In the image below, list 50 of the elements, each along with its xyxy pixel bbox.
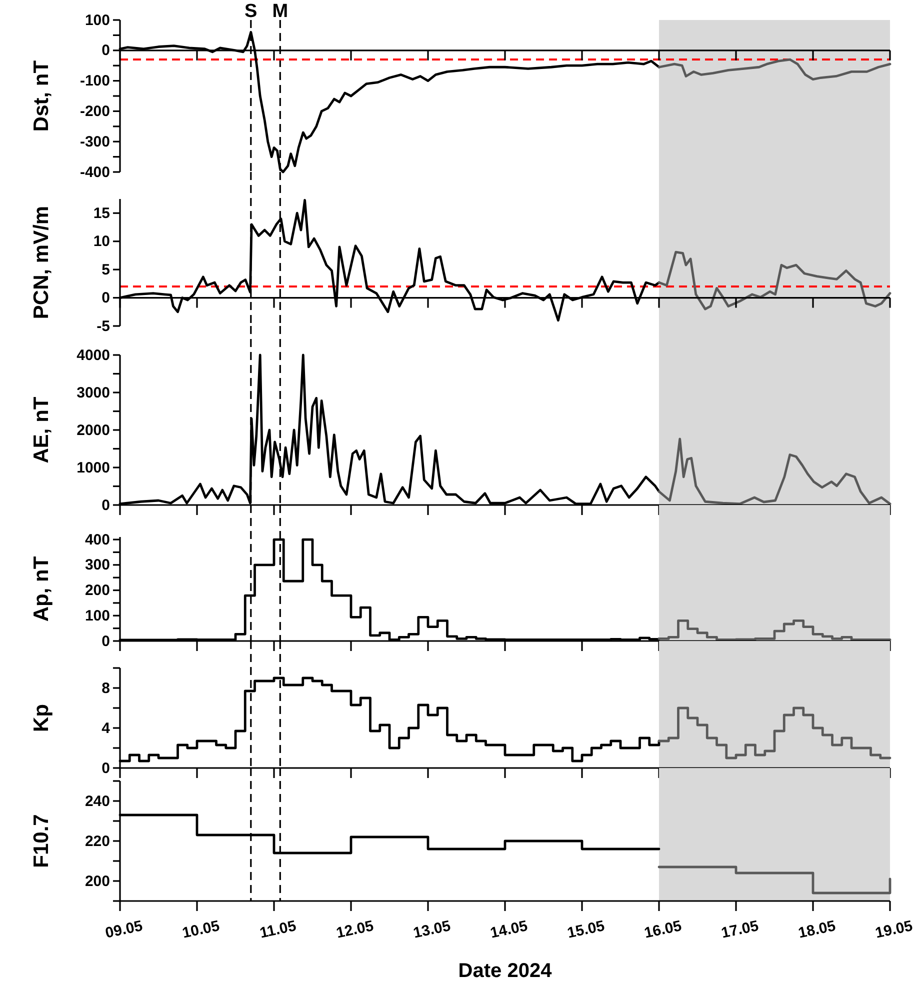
line-series — [658, 58, 892, 80]
y-axis-title: F10.7 — [30, 814, 53, 868]
x-tick-label: 19.05 — [874, 918, 914, 942]
y-tick-label: 0 — [102, 760, 110, 777]
x-tick-label: 17.05 — [720, 918, 760, 942]
x-tick-label: 11.05 — [258, 918, 298, 942]
y-tick-label: 0 — [102, 496, 110, 514]
y-tick-label: 15 — [93, 204, 110, 222]
y-tick-label: -400 — [80, 164, 110, 181]
x-tick-label: 13.05 — [412, 918, 452, 942]
y-tick-label: 1000 — [76, 459, 110, 476]
x-tick-label: 15.05 — [566, 918, 606, 942]
y-tick-label: 200 — [84, 872, 110, 890]
x-tick-label: 09.05 — [104, 918, 144, 942]
y-tick-label: 400 — [84, 531, 110, 548]
y-tick-label: 200 — [84, 582, 110, 600]
x-tick-label: 12.05 — [334, 918, 376, 942]
x-axis-title: Date 2024 — [458, 960, 553, 982]
y-tick-label: 0 — [102, 632, 110, 650]
y-tick-label: 2000 — [76, 422, 110, 439]
y-tick-label: 0 — [102, 42, 110, 60]
line-series — [658, 250, 892, 310]
y-tick-label: 240 — [84, 792, 110, 810]
y-tick-label: 4000 — [76, 346, 110, 364]
y-tick-label: 4 — [102, 720, 111, 737]
y-axis-title: AE, nT — [30, 396, 53, 464]
y-tick-label: 300 — [84, 556, 110, 574]
y-tick-label: 0 — [102, 290, 110, 307]
y-tick-label: -100 — [80, 72, 110, 90]
y-tick-label: 220 — [84, 832, 110, 850]
x-tick-label: 14.05 — [488, 918, 530, 942]
y-tick-label: 8 — [102, 680, 110, 697]
line-series — [658, 438, 892, 506]
y-tick-label: 100 — [84, 607, 110, 624]
ref-line-label: M — [272, 1, 288, 22]
y-axis-title: Kp — [30, 704, 53, 732]
y-tick-label: -300 — [80, 133, 110, 150]
ref-line-label: S — [244, 1, 258, 22]
y-tick-label: 3000 — [76, 384, 110, 402]
x-tick-label: 10.05 — [180, 918, 222, 942]
y-tick-label: -5 — [96, 318, 110, 335]
y-axis-title: Ap, nT — [30, 556, 53, 622]
y-axis-title: PCN, mV/m — [30, 206, 53, 320]
y-tick-label: -200 — [80, 103, 110, 120]
y-tick-label: 100 — [84, 12, 110, 29]
x-tick-label: 18.05 — [796, 918, 838, 942]
y-axis-title: Dst, nT — [30, 60, 53, 132]
y-tick-label: 10 — [93, 233, 110, 250]
x-tick-label: 16.05 — [642, 918, 684, 942]
y-tick-label: 5 — [102, 261, 110, 278]
